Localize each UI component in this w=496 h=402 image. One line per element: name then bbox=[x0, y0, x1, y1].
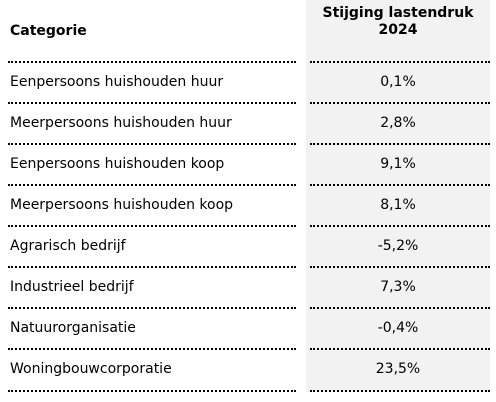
row-separator bbox=[8, 225, 296, 227]
row-separator bbox=[310, 102, 490, 104]
header-category: Categorie bbox=[10, 23, 87, 39]
table-row: Meerpersoons huishouden koop 8,1% bbox=[0, 184, 496, 225]
row-separator bbox=[8, 102, 296, 104]
row-separator bbox=[8, 307, 296, 309]
table-header: Categorie Stijging lastendruk 2024 bbox=[0, 0, 496, 58]
table-row: Natuurorganisatie -0,4% bbox=[0, 307, 496, 348]
row-category: Eenpersoons huishouden huur bbox=[10, 74, 224, 90]
row-separator bbox=[310, 390, 490, 392]
row-category: Meerpersoons huishouden huur bbox=[10, 115, 232, 131]
row-category: Agrarisch bedrijf bbox=[10, 238, 126, 254]
table-row: Eenpersoons huishouden huur 0,1% bbox=[0, 61, 496, 102]
row-value: 0,1% bbox=[380, 74, 416, 90]
row-value: 7,3% bbox=[380, 279, 416, 295]
row-separator bbox=[310, 225, 490, 227]
row-value: 9,1% bbox=[380, 156, 416, 172]
table-row: Meerpersoons huishouden huur 2,8% bbox=[0, 102, 496, 143]
row-separator bbox=[310, 184, 490, 186]
row-value: -5,2% bbox=[377, 238, 419, 254]
table-row: Agrarisch bedrijf -5,2% bbox=[0, 225, 496, 266]
table-row: Eenpersoons huishouden koop 9,1% bbox=[0, 143, 496, 184]
header-value: Stijging lastendruk 2024 bbox=[306, 5, 490, 39]
row-separator bbox=[8, 61, 296, 63]
row-separator bbox=[310, 61, 490, 63]
row-value: 2,8% bbox=[380, 115, 416, 131]
row-value: -0,4% bbox=[377, 320, 419, 336]
row-category: Eenpersoons huishouden koop bbox=[10, 156, 225, 172]
table-row: Woningbouwcorporatie 23,5% bbox=[0, 348, 496, 389]
row-separator bbox=[8, 348, 296, 350]
row-separator bbox=[310, 348, 490, 350]
value-column-background bbox=[306, 0, 490, 392]
row-separator bbox=[310, 143, 490, 145]
row-separator bbox=[8, 266, 296, 268]
row-category: Woningbouwcorporatie bbox=[10, 361, 172, 377]
row-category: Meerpersoons huishouden koop bbox=[10, 197, 234, 213]
table-row: Industrieel bedrijf 7,3% bbox=[0, 266, 496, 307]
row-value: 8,1% bbox=[380, 197, 416, 213]
row-separator bbox=[8, 390, 296, 392]
row-category: Industrieel bedrijf bbox=[10, 279, 134, 295]
header-value-line2: 2024 bbox=[378, 22, 418, 38]
header-value-line1: Stijging lastendruk bbox=[322, 5, 474, 21]
row-separator bbox=[310, 307, 490, 309]
row-category: Natuurorganisatie bbox=[10, 320, 136, 336]
row-separator bbox=[8, 184, 296, 186]
row-separator bbox=[310, 266, 490, 268]
row-separator bbox=[8, 143, 296, 145]
row-value: 23,5% bbox=[375, 361, 421, 377]
table-body: Eenpersoons huishouden huur 0,1% Meerper… bbox=[0, 61, 496, 389]
